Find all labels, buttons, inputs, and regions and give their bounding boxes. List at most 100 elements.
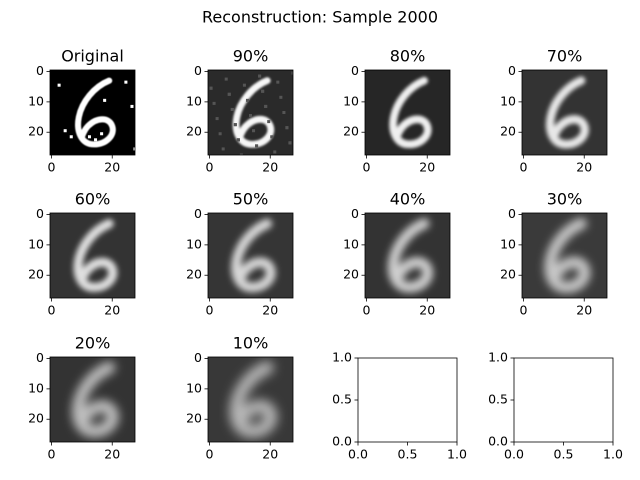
y-tick-label: 1.0 <box>332 350 352 365</box>
x-tick-label: 0 <box>520 303 528 318</box>
digit <box>72 361 119 438</box>
y-tick-label: 20 <box>28 124 44 139</box>
noise-pixel <box>209 86 213 90</box>
axes-title: 10% <box>233 334 269 353</box>
y-tick-label: 0.0 <box>488 434 508 449</box>
digit <box>57 77 135 151</box>
x-tick-label: 0 <box>206 303 214 318</box>
digit <box>229 361 278 438</box>
y-tick-label: 20 <box>28 267 44 282</box>
noise-pixel <box>273 150 277 154</box>
axes-frame <box>521 212 608 299</box>
digit-stroke <box>389 76 432 149</box>
x-tick-label: 0 <box>48 447 56 462</box>
digit <box>73 219 118 292</box>
digit-stroke <box>387 218 434 293</box>
axes-title: 20% <box>75 334 111 353</box>
axes-frame <box>207 69 294 156</box>
x-tick-label: 1.0 <box>603 447 623 462</box>
x-tick-label: 0.5 <box>554 447 574 462</box>
axes-title: 70% <box>547 47 583 66</box>
x-tick-label: 0 <box>48 160 56 175</box>
y-tick-label: 20 <box>186 411 202 426</box>
axes-title: 60% <box>75 190 111 209</box>
y-tick-label: 0 <box>36 63 44 78</box>
y-tick-label: 0.5 <box>332 392 352 407</box>
noise-pixel <box>239 153 243 155</box>
y-tick-label: 0.0 <box>332 434 352 449</box>
x-tick-label: 20 <box>419 160 435 175</box>
y-tick-label: 1.0 <box>488 350 508 365</box>
noise-pixel <box>285 126 289 130</box>
y-tick-label: 0 <box>194 206 202 221</box>
noise-pixel <box>63 129 67 133</box>
y-tick-label: 10 <box>186 380 202 395</box>
axes-title: 50% <box>233 190 269 209</box>
y-tick-label: 0 <box>36 206 44 221</box>
axes-frame <box>49 212 136 299</box>
noise-pixel <box>236 138 240 142</box>
y-tick-label: 0 <box>194 63 202 78</box>
image <box>50 357 135 442</box>
x-tick-label: 20 <box>576 160 592 175</box>
digit-stroke <box>229 361 278 438</box>
axes-frame <box>207 212 294 299</box>
digit <box>545 76 589 149</box>
noise-pixel <box>69 135 73 139</box>
noise-pixel <box>242 83 246 87</box>
y-tick-label: 0 <box>351 206 359 221</box>
noise-pixel <box>124 80 128 84</box>
axes-title: Original <box>61 47 124 66</box>
noise-pixel <box>248 114 253 118</box>
figure-title: Reconstruction: Sample 2000 <box>202 8 438 27</box>
noise-pixel <box>261 89 265 93</box>
image <box>208 357 293 442</box>
axes-title: 40% <box>390 190 426 209</box>
digit <box>389 76 432 149</box>
x-tick-label: 20 <box>262 447 278 462</box>
noise-pixel <box>87 135 91 139</box>
x-tick-label: 0 <box>363 303 371 318</box>
digit-stroke <box>544 217 591 294</box>
y-tick-label: 0 <box>508 63 516 78</box>
noise-pixel <box>291 71 293 75</box>
axes-frame <box>357 357 458 443</box>
noise-pixel <box>130 104 134 108</box>
y-tick-label: 0 <box>36 350 44 365</box>
noise-pixel <box>276 80 280 84</box>
axes-frame <box>364 69 451 156</box>
y-tick-label: 10 <box>28 93 44 108</box>
y-tick-label: 20 <box>186 124 202 139</box>
x-tick-label: 0 <box>206 447 214 462</box>
noise-pixel <box>270 135 274 139</box>
axes-title: 30% <box>547 190 583 209</box>
x-tick-label: 0.5 <box>398 447 418 462</box>
noise-pixel <box>57 83 61 87</box>
digit-stroke <box>232 77 275 148</box>
image <box>522 213 607 298</box>
noise-pixel <box>218 132 222 136</box>
noise-pixel <box>258 74 262 78</box>
digit-stroke <box>231 218 276 293</box>
digit <box>209 71 293 155</box>
axes-frame <box>207 356 294 443</box>
image <box>208 70 293 155</box>
x-tick-label: 20 <box>262 303 278 318</box>
y-tick-label: 20 <box>186 267 202 282</box>
y-tick-label: 0 <box>194 350 202 365</box>
noise-pixel <box>288 141 292 145</box>
image <box>365 70 450 155</box>
image <box>208 213 293 298</box>
y-tick-label: 10 <box>186 236 202 251</box>
y-tick-label: 10 <box>28 380 44 395</box>
axes-frame <box>49 356 136 443</box>
image <box>365 213 450 298</box>
x-tick-label: 20 <box>104 160 120 175</box>
axes-frame <box>513 357 614 443</box>
x-tick-label: 20 <box>104 447 120 462</box>
y-tick-label: 0.5 <box>488 392 508 407</box>
noise-pixel <box>221 147 225 151</box>
x-tick-label: 0.0 <box>348 447 368 462</box>
noise-pixel <box>267 120 271 124</box>
